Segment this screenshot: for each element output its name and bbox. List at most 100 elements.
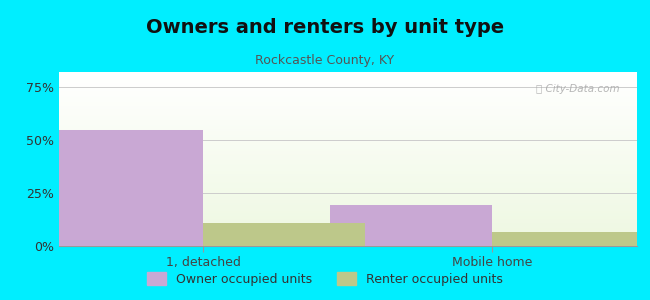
Bar xyxy=(58,88,637,89)
Bar xyxy=(58,123,637,124)
Bar xyxy=(58,151,637,152)
Bar xyxy=(58,185,637,186)
Bar xyxy=(203,223,365,246)
Bar xyxy=(58,187,637,188)
Bar xyxy=(58,100,637,101)
Bar xyxy=(58,244,637,245)
Bar xyxy=(58,91,637,92)
Bar xyxy=(58,99,637,100)
Bar xyxy=(58,82,637,83)
Bar xyxy=(58,180,637,181)
Bar xyxy=(58,233,637,234)
Bar xyxy=(58,154,637,155)
Bar xyxy=(58,213,637,214)
Bar xyxy=(58,138,637,139)
Bar xyxy=(58,150,637,151)
Bar xyxy=(58,147,637,148)
Bar xyxy=(58,148,637,149)
Bar xyxy=(58,214,637,215)
Bar xyxy=(58,133,637,134)
Bar xyxy=(58,105,637,106)
Bar xyxy=(58,98,637,99)
Bar xyxy=(58,163,637,164)
Bar xyxy=(58,125,637,126)
Bar xyxy=(58,154,637,155)
Bar xyxy=(58,162,637,163)
Bar xyxy=(58,158,637,159)
Bar xyxy=(58,160,637,161)
Bar xyxy=(58,136,637,137)
Bar xyxy=(58,114,637,115)
Bar xyxy=(58,215,637,216)
Bar xyxy=(58,85,637,86)
Bar xyxy=(58,169,637,170)
Bar xyxy=(58,120,637,121)
Bar xyxy=(58,159,637,160)
Bar xyxy=(58,174,637,175)
Bar xyxy=(58,227,637,228)
Bar xyxy=(58,139,637,140)
Bar xyxy=(58,93,637,94)
Bar xyxy=(58,94,637,95)
Bar xyxy=(58,171,637,172)
Bar xyxy=(58,177,637,178)
Legend: Owner occupied units, Renter occupied units: Owner occupied units, Renter occupied un… xyxy=(142,267,508,291)
Bar xyxy=(58,149,637,150)
Bar xyxy=(58,79,637,80)
Bar xyxy=(58,229,637,230)
Bar xyxy=(58,173,637,174)
Bar xyxy=(58,209,637,210)
Bar xyxy=(493,232,650,246)
Bar xyxy=(58,95,637,96)
Bar xyxy=(58,146,637,147)
Bar xyxy=(58,218,637,219)
Bar xyxy=(58,81,637,82)
Bar xyxy=(58,155,637,156)
Bar xyxy=(58,225,637,226)
Bar xyxy=(58,234,637,235)
Bar xyxy=(58,111,637,112)
Bar xyxy=(58,73,637,74)
Bar xyxy=(58,231,637,232)
Bar xyxy=(330,205,493,246)
Bar xyxy=(58,137,637,138)
Bar xyxy=(58,226,637,227)
Bar xyxy=(58,217,637,218)
Bar xyxy=(58,131,637,132)
Bar xyxy=(58,84,637,85)
Bar xyxy=(58,130,637,131)
Bar xyxy=(58,202,637,203)
Bar xyxy=(58,222,637,223)
Bar xyxy=(58,80,637,81)
Bar xyxy=(58,145,637,146)
Bar xyxy=(58,77,637,78)
Bar xyxy=(58,161,637,162)
Bar xyxy=(58,240,637,241)
Bar xyxy=(58,75,637,76)
Bar xyxy=(58,183,637,184)
Bar xyxy=(58,178,637,179)
Bar xyxy=(58,127,637,128)
Bar xyxy=(58,164,637,165)
Bar xyxy=(58,143,637,144)
Bar xyxy=(58,197,637,198)
Bar xyxy=(58,76,637,77)
Bar xyxy=(58,144,637,145)
Bar xyxy=(58,141,637,142)
Bar xyxy=(58,92,637,93)
Bar xyxy=(58,78,637,79)
Bar xyxy=(58,191,637,192)
Bar xyxy=(58,220,637,221)
Bar xyxy=(58,168,637,169)
Bar xyxy=(58,188,637,189)
Bar xyxy=(58,189,637,190)
Bar xyxy=(58,221,637,222)
Bar xyxy=(58,117,637,118)
Bar xyxy=(58,186,637,187)
Bar xyxy=(58,239,637,240)
Bar xyxy=(58,106,637,107)
Bar xyxy=(58,104,637,105)
Bar xyxy=(58,122,637,123)
Bar xyxy=(58,242,637,243)
Bar xyxy=(58,199,637,200)
